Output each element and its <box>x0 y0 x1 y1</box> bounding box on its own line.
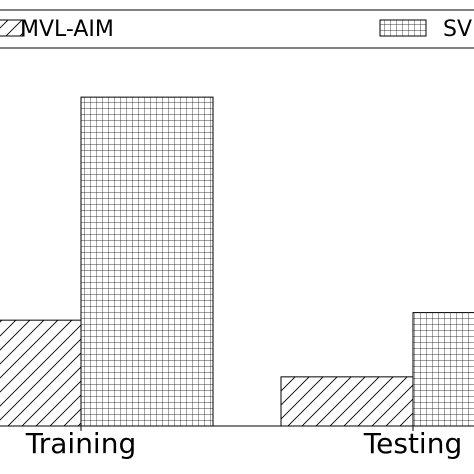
x-tick-label-testing: Testing <box>363 427 462 460</box>
bar-mvl-aim-training <box>0 319 82 427</box>
bar-sv-training <box>80 96 214 427</box>
legend-label-mvl-aim: MVL-AIM <box>20 17 114 42</box>
legend-swatch-sv <box>379 19 427 37</box>
legend-label-sv: SV <box>443 17 472 42</box>
bar-mvl-aim-testing <box>280 376 414 427</box>
x-tick-label-training: Training <box>25 427 136 460</box>
legend-swatch-mvl-aim <box>0 19 25 37</box>
bar-sv-testing <box>412 312 474 427</box>
